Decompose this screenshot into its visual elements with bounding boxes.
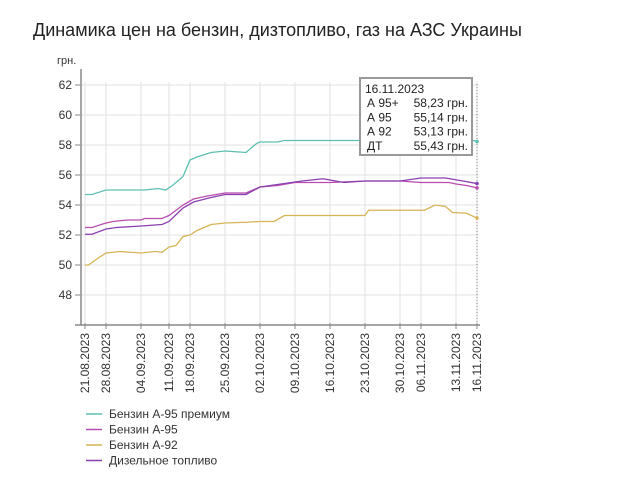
tooltip-series-label: А 92 [367, 125, 392, 139]
legend-label: Бензин А-95 премиум [109, 407, 230, 421]
y-tick-label: 58 [59, 138, 73, 152]
series-marker [475, 216, 479, 220]
chart-title: Динамика цен на бензин, дизтопливо, газ … [33, 20, 522, 40]
x-tick-label: 04.09.2023 [134, 333, 148, 393]
legend-label: Бензин А-95 [109, 423, 178, 437]
tooltip-date: 16.11.2023 [365, 82, 424, 96]
y-tick-label: 48 [59, 288, 73, 302]
tooltip-series-label: А 95+ [367, 96, 399, 110]
x-tick-label: 02.10.2023 [253, 333, 267, 393]
x-tick-label: 21.08.2023 [78, 333, 92, 393]
x-tick-label: 30.10.2023 [393, 333, 407, 393]
x-tick-label: 25.09.2023 [218, 333, 232, 393]
x-tick-label: 06.11.2023 [414, 333, 428, 392]
y-tick-label: 56 [59, 168, 73, 182]
series-line-1 [85, 139, 478, 196]
series-line-4 [85, 177, 478, 235]
series-marker [475, 181, 479, 186]
tooltip-value: 58,23 грн. [414, 96, 468, 110]
tooltip-value: 55,14 грн. [414, 110, 468, 124]
y-tick-label: 54 [59, 198, 73, 212]
x-tick-label: 16.11.2023 [470, 333, 484, 392]
x-tick-label: 16.10.2023 [323, 333, 337, 393]
tooltip-value: 55,43 грн. [414, 139, 468, 153]
x-tick-label: 13.11.2023 [449, 333, 463, 392]
series-line-3 [85, 204, 478, 266]
x-tick-label: 18.09.2023 [183, 333, 197, 393]
series-marker [475, 186, 479, 190]
tooltip-box [359, 77, 473, 156]
tooltip-value: 53,13 грн. [414, 125, 468, 139]
legend-label: Дизельное топливо [109, 454, 218, 468]
y-tick-label: 62 [59, 78, 73, 92]
tooltip-series-label: ДТ [367, 139, 383, 153]
y-tick-label: 52 [59, 228, 73, 242]
series-line-2 [85, 180, 478, 229]
x-tick-label: 11.09.2023 [162, 333, 176, 392]
x-tick-label: 09.10.2023 [288, 333, 302, 393]
y-tick-label: 60 [59, 108, 73, 122]
y-tick-label: 50 [59, 258, 73, 272]
tooltip-series-label: А 95 [367, 110, 392, 124]
y-axis-label: грн. [57, 55, 76, 67]
series-marker [475, 139, 479, 144]
x-tick-label: 23.10.2023 [358, 333, 372, 393]
legend-label: Бензин А-92 [109, 438, 178, 452]
x-tick-label: 28.08.2023 [99, 333, 113, 393]
